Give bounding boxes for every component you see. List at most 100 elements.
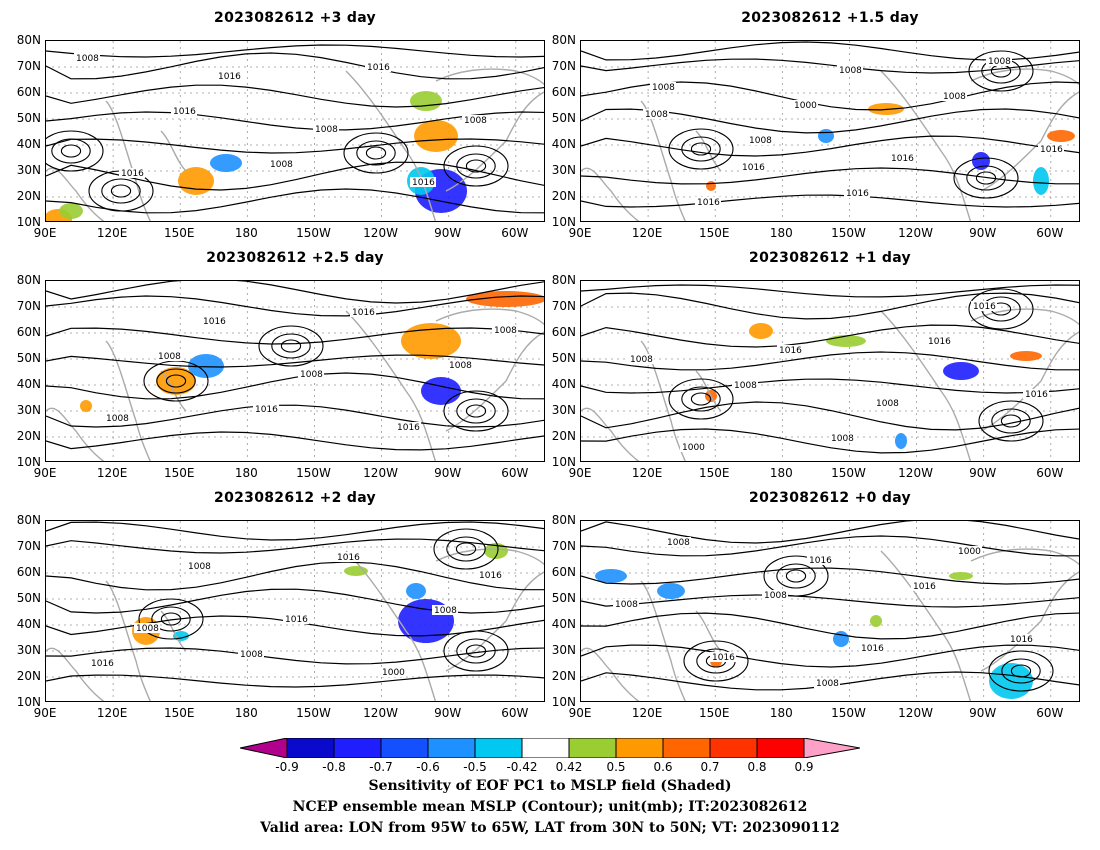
lon-tick-label: 150W <box>296 706 331 720</box>
closed-isobar <box>160 612 182 626</box>
contour-label: 1016 <box>173 107 196 117</box>
contour-label-bg <box>365 62 391 72</box>
contour-label-bg <box>941 91 967 101</box>
isobar <box>46 52 544 80</box>
isobar <box>581 284 1079 298</box>
closed-isobar <box>343 132 409 174</box>
lat-tick-label: 30N <box>551 643 576 657</box>
lat-tick-label: 50N <box>16 591 41 605</box>
coastline <box>46 647 105 701</box>
closed-isobar <box>776 563 816 589</box>
closed-isobar <box>138 598 204 640</box>
isobar <box>46 431 544 451</box>
closed-isobar <box>465 404 487 418</box>
closed-isobar <box>988 650 1054 692</box>
sensitivity-shade <box>59 203 83 219</box>
sensitivity-shade <box>595 569 627 583</box>
coastline <box>640 580 686 701</box>
lat-tick-label: 80N <box>16 513 41 527</box>
lon-tick-label: 60W <box>1036 706 1064 720</box>
contour-label-bg <box>313 124 339 134</box>
lon-tick-label: 150E <box>698 706 730 720</box>
colorbar-box <box>286 738 335 758</box>
map-frame: 1008 1008 1016 1016 1000 1016 1008 1016 1008 <box>580 280 1080 462</box>
contour-label-bg <box>186 561 212 571</box>
caption-line-3: Valid area: LON from 95W to 65W, LAT fro… <box>260 820 840 836</box>
colorbar-box <box>333 738 382 758</box>
lat-tick-label: 70N <box>551 539 576 553</box>
closed-isobar <box>165 374 187 388</box>
lon-tick-label: 90W <box>434 706 462 720</box>
lat-tick-label: 60N <box>16 85 41 99</box>
lon-tick-label: 120E <box>96 226 128 240</box>
caption-line-2: NCEP ensemble mean MSLP (Contour); unit(… <box>292 799 808 815</box>
coastline <box>880 70 972 221</box>
map-svg: 1008 1016 1016 1008 1008 1016 1000 1008 1016 1016 <box>581 521 1079 701</box>
lat-tick-label: 60N <box>16 325 41 339</box>
lon-tick-label: 180 <box>769 466 793 480</box>
contour-label: 1016 <box>352 308 375 318</box>
colorbar-tick-label: 0.42 <box>555 760 583 774</box>
lat-tick-label: 10N <box>16 695 41 709</box>
lat-tick-label: 50N <box>551 591 576 605</box>
contour-label-bg <box>643 109 669 119</box>
lat-tick-label: 80N <box>551 513 576 527</box>
map-frame: 1008 1008 1016 1008 1016 1016 1000 1016 1008 1008… <box>580 40 1080 222</box>
coastline <box>46 407 105 461</box>
closed-isobar <box>953 157 1019 199</box>
lat-tick-label: 60N <box>551 325 576 339</box>
colorbar-box <box>756 738 805 758</box>
contour-label: 1008 <box>764 591 787 601</box>
isobar <box>46 588 544 614</box>
isobar <box>581 644 1079 668</box>
contour-label-bg <box>119 168 145 178</box>
closed-isobar <box>968 288 1034 330</box>
closed-isobar <box>110 184 132 198</box>
sensitivity-shade <box>826 335 866 347</box>
contour-label: 1008 <box>876 399 899 409</box>
contour-label: 1008 <box>615 600 638 610</box>
contour-label-bg <box>792 100 818 110</box>
contour-label-bg <box>844 188 870 198</box>
coastline <box>581 167 640 221</box>
contour-label-bg <box>956 546 982 556</box>
panel-3day: 2023082612 +3 day 80N 70N 60N 50N 40N 30N 20N 10… <box>17 10 545 240</box>
colorbar-box <box>615 738 664 758</box>
closed-isobar <box>785 569 807 583</box>
lat-tick-label: 80N <box>551 273 576 287</box>
lon-tick-label: 120E <box>96 706 128 720</box>
map-svg: 1008 1016 1008 1016 1008 1016 1016 1008 1016 <box>46 41 544 221</box>
contour-label: 1008 <box>645 110 668 120</box>
isobar <box>581 567 1079 585</box>
contour-label: 1008 <box>943 92 966 102</box>
closed-isobar <box>690 142 712 156</box>
isobar <box>581 535 1079 557</box>
contour-label: 1008 <box>449 361 472 371</box>
contour-label: 1008 <box>270 160 293 170</box>
sensitivity-shade <box>749 323 773 339</box>
contour-label-bg <box>680 442 706 452</box>
contour-label-bg <box>628 354 654 364</box>
closed-isobar <box>681 386 721 412</box>
lat-tick-label: 30N <box>16 403 41 417</box>
contour-label-bg <box>432 605 458 615</box>
closed-isobar <box>356 140 396 166</box>
contour-label-bg <box>732 380 758 390</box>
panel-title: 2023082612 +1.5 day <box>741 10 919 26</box>
lat-tick-label: 30N <box>16 643 41 657</box>
isobar <box>581 324 1079 348</box>
sensitivity-shade <box>972 152 990 170</box>
contour-label-bg <box>874 398 900 408</box>
lon-tick-label: 180 <box>234 226 258 240</box>
caption-line-1: Sensitivity of EOF PC1 to MSLP field (Sh… <box>368 778 732 794</box>
colorbar-box <box>662 738 711 758</box>
lon-tick-label: 150E <box>163 706 195 720</box>
sensitivity-shade <box>1047 130 1075 142</box>
closed-isobar <box>975 171 997 185</box>
closed-isobar <box>668 128 734 170</box>
map-svg: 1008 1016 1016 1008 1008 1016 1008 1016 1008 <box>46 281 544 461</box>
closed-isobar <box>433 528 499 570</box>
closed-isobar <box>151 606 191 632</box>
lon-tick-label: 120W <box>898 706 933 720</box>
sensitivity-shade <box>1033 167 1049 195</box>
